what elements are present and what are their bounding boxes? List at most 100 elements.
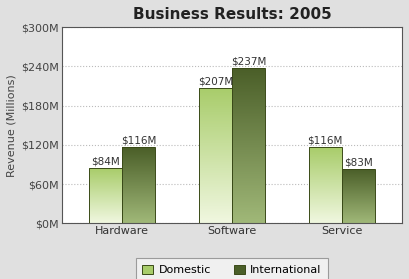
Bar [232,130,265,131]
Bar [309,213,342,214]
Bar [232,88,265,89]
Bar [232,118,265,119]
Bar [232,200,265,201]
Bar [309,172,342,173]
Bar [199,106,232,107]
Bar [199,190,232,191]
Bar [122,190,155,191]
Bar [232,185,265,186]
Bar [232,167,265,168]
Bar [232,139,265,140]
Bar [199,123,232,124]
Bar [309,150,342,151]
Bar [199,96,232,97]
Bar [199,198,232,199]
Bar [199,149,232,150]
Bar [199,105,232,106]
Bar [232,150,265,151]
Bar [199,202,232,203]
Bar [232,110,265,111]
Bar [199,130,232,131]
Bar [122,160,155,161]
Bar [199,186,232,187]
Text: $207M: $207M [198,76,233,86]
Bar [232,131,265,132]
Bar [232,124,265,125]
Bar [232,128,265,129]
Bar [199,212,232,213]
Bar [309,211,342,212]
Bar [232,161,265,162]
Bar [122,189,155,190]
Bar [122,151,155,152]
Bar [232,68,265,223]
Bar [122,155,155,156]
Bar [232,115,265,116]
Bar [309,171,342,172]
Bar [199,139,232,140]
Bar [232,109,265,110]
Bar [309,195,342,196]
Bar [232,85,265,86]
Title: Business Results: 2005: Business Results: 2005 [133,7,331,22]
Bar [122,177,155,178]
Bar [232,206,265,207]
Bar [232,86,265,87]
Bar [309,198,342,199]
Bar [122,187,155,188]
Bar [309,212,342,213]
Bar [122,161,155,162]
Bar [309,167,342,168]
Bar [122,217,155,218]
Bar [122,166,155,167]
Bar [232,101,265,102]
Bar [232,121,265,122]
Bar [309,160,342,161]
Bar [309,148,342,149]
Bar [199,158,232,159]
Bar [199,115,232,116]
Bar [309,147,342,223]
Bar [122,171,155,172]
Bar [232,103,265,104]
Bar [232,158,265,159]
Bar [199,99,232,100]
Bar [122,192,155,193]
Bar [232,92,265,93]
Bar [232,159,265,160]
Bar [232,170,265,171]
Bar [309,180,342,181]
Bar [122,200,155,201]
Bar [122,221,155,222]
Bar [309,208,342,209]
Bar [232,164,265,165]
Bar [199,129,232,130]
Bar [199,209,232,210]
Bar [232,138,265,139]
Bar [199,146,232,147]
Bar [122,214,155,215]
Bar [232,194,265,195]
Bar [122,196,155,197]
Bar [232,212,265,213]
Bar [232,141,265,142]
Bar [122,174,155,175]
Legend: Domestic, International: Domestic, International [136,258,328,279]
Bar [199,222,232,223]
Bar [199,91,232,92]
Bar [199,162,232,163]
Bar [232,137,265,138]
Bar [232,153,265,154]
Bar [199,219,232,220]
Bar [232,221,265,222]
Bar [232,162,265,163]
Bar [199,135,232,136]
Bar [232,98,265,99]
Bar [232,148,265,149]
Bar [309,164,342,165]
Bar [199,172,232,173]
Bar [309,158,342,159]
Bar [232,77,265,78]
Bar [199,126,232,127]
Bar [122,197,155,198]
